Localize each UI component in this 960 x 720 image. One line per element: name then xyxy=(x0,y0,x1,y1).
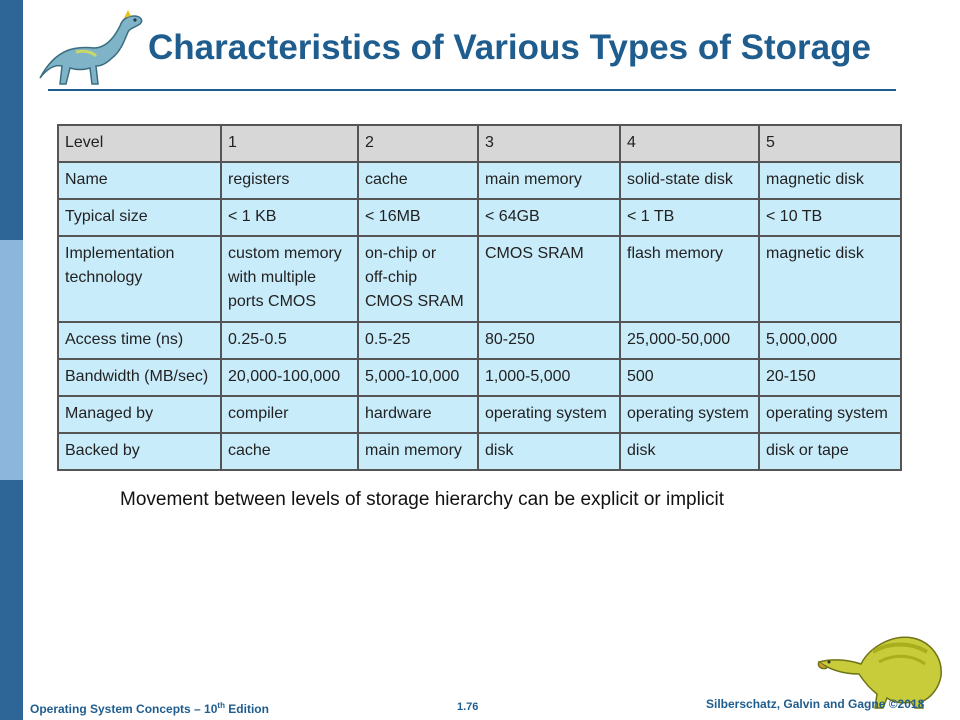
slide-title: Characteristics of Various Types of Stor… xyxy=(148,28,871,67)
header-cell: 3 xyxy=(477,124,621,163)
header-cell: 4 xyxy=(619,124,760,163)
row-label: Managed by xyxy=(57,395,222,434)
table-cell: registers xyxy=(220,160,359,200)
left-sidebar-highlight xyxy=(0,240,23,480)
table-cell: < 1 TB xyxy=(619,197,760,237)
table-cell: < 1 KB xyxy=(220,197,359,237)
row-label: Implementation technology xyxy=(57,234,222,324)
table-row: Managed by compiler hardware operating s… xyxy=(57,395,902,434)
table-cell: 0.25-0.5 xyxy=(220,321,359,361)
table-cell: operating system xyxy=(619,395,760,434)
table-cell: 5,000,000 xyxy=(758,321,902,361)
table-row: Backed by cache main memory disk disk di… xyxy=(57,431,902,472)
table-cell: magnetic disk xyxy=(758,234,902,324)
table-cell: compiler xyxy=(220,395,359,434)
table-cell: 20-150 xyxy=(758,358,902,398)
table-cell: disk xyxy=(477,431,621,472)
row-label: Bandwidth (MB/sec) xyxy=(57,358,222,398)
header-cell: 2 xyxy=(357,124,479,163)
header-cell: Level xyxy=(57,124,222,163)
row-label: Access time (ns) xyxy=(57,321,222,361)
footer-page-number: 1.76 xyxy=(457,701,479,713)
header-cell: 5 xyxy=(758,124,902,163)
table-cell: on-chip or off-chip CMOS SRAM xyxy=(357,234,479,324)
table-cell: cache xyxy=(357,160,479,200)
table-row: Bandwidth (MB/sec) 20,000-100,000 5,000-… xyxy=(57,358,902,398)
table-cell: < 16MB xyxy=(357,197,479,237)
table-cell: disk xyxy=(619,431,760,472)
row-label: Typical size xyxy=(57,197,222,237)
table-cell: hardware xyxy=(357,395,479,434)
table-cell: main memory xyxy=(477,160,621,200)
table-cell: cache xyxy=(220,431,359,472)
table-cell: flash memory xyxy=(619,234,760,324)
table-row: Implementation technology custom memory … xyxy=(57,234,902,324)
table-cell: main memory xyxy=(357,431,479,472)
table-cell: 1,000-5,000 xyxy=(477,358,621,398)
table-cell: operating system xyxy=(758,395,902,434)
table-cell: magnetic disk xyxy=(758,160,902,200)
row-label: Backed by xyxy=(57,431,222,472)
table-cell: solid-state disk xyxy=(619,160,760,200)
header-cell: 1 xyxy=(220,124,359,163)
table-cell: disk or tape xyxy=(758,431,902,472)
title-divider xyxy=(48,89,896,91)
table-cell: < 64GB xyxy=(477,197,621,237)
table-cell: 25,000-50,000 xyxy=(619,321,760,361)
footer-copyright: Silberschatz, Galvin and Gagne ©2018 xyxy=(706,697,925,711)
row-label: Name xyxy=(57,160,222,200)
table-cell: < 10 TB xyxy=(758,197,902,237)
table-row: Access time (ns) 0.25-0.5 0.5-25 80-250 … xyxy=(57,321,902,361)
table-cell: 0.5-25 xyxy=(357,321,479,361)
storage-characteristics-table: Level 1 2 3 4 5 Name registers cache mai… xyxy=(57,124,902,472)
slide-caption: Movement between levels of storage hiera… xyxy=(120,489,725,510)
table-cell: 500 xyxy=(619,358,760,398)
table-cell: 5,000-10,000 xyxy=(357,358,479,398)
footer-book-title: Operating System Concepts – 10th Edition xyxy=(30,701,269,716)
table-header-row: Level 1 2 3 4 5 xyxy=(57,124,902,163)
table-cell: 20,000-100,000 xyxy=(220,358,359,398)
dinosaur-top-icon xyxy=(39,10,143,85)
table-cell: CMOS SRAM xyxy=(477,234,621,324)
table-row: Name registers cache main memory solid-s… xyxy=(57,160,902,200)
table-row: Typical size < 1 KB < 16MB < 64GB < 1 TB… xyxy=(57,197,902,237)
table-cell: 80-250 xyxy=(477,321,621,361)
table-cell: operating system xyxy=(477,395,621,434)
dinosaur-bottom-icon xyxy=(817,636,942,709)
table-cell: custom memory with multiple ports CMOS xyxy=(220,234,359,324)
